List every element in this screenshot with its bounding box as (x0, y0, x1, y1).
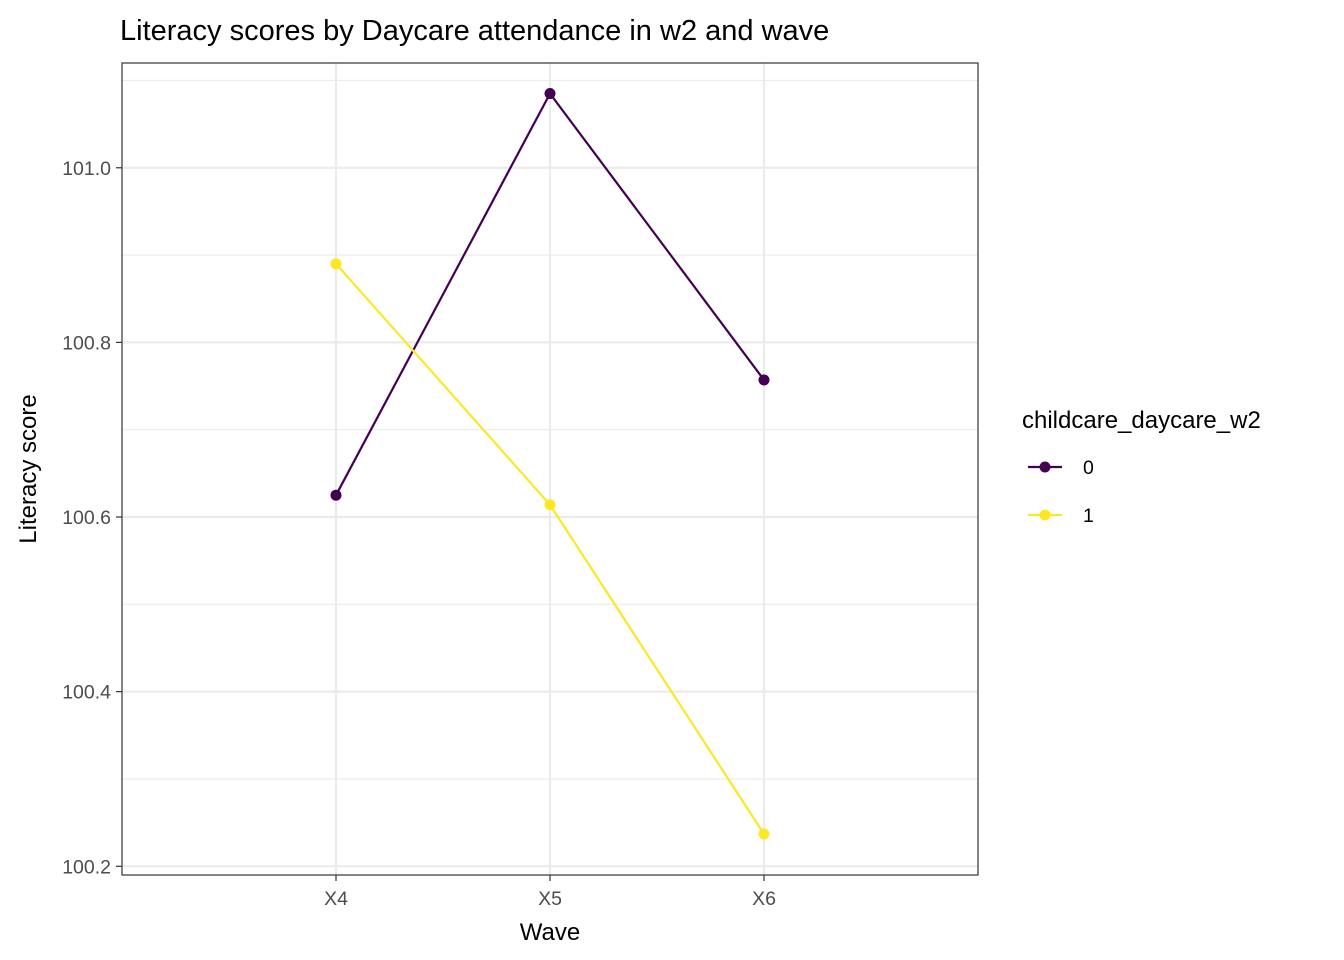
grid-major (122, 63, 978, 875)
series-layer (330, 88, 770, 840)
y-tick-label: 100.2 (62, 856, 111, 878)
legend-items: 01 (1028, 457, 1094, 527)
x-axis: X4 X5 X6 (324, 875, 776, 910)
chart-title: Literacy scores by Daycare attendance in… (120, 15, 829, 47)
y-axis-label: Literacy score (15, 394, 42, 543)
data-point (544, 499, 556, 511)
y-axis: 100.2 100.4 100.6 100.8 101.0 (62, 158, 122, 878)
y-tick-label: 100.6 (62, 507, 111, 529)
legend-item: 0 (1028, 457, 1094, 479)
x-axis-label: Wave (520, 919, 580, 946)
legend-title: childcare_daycare_w2 (1022, 407, 1261, 434)
legend-label: 1 (1083, 505, 1094, 527)
data-point (758, 374, 770, 386)
y-tick-label: 100.4 (62, 682, 111, 704)
data-point (330, 258, 342, 270)
x-tick-label: X6 (752, 888, 776, 910)
x-tick-label: X4 (324, 888, 348, 910)
legend-key-point (1039, 509, 1051, 521)
series-0 (330, 88, 770, 501)
data-point (544, 88, 556, 100)
legend-item: 1 (1028, 505, 1094, 527)
data-point (330, 489, 342, 501)
legend-label: 0 (1083, 457, 1094, 479)
legend: childcare_daycare_w2 01 (1022, 407, 1261, 527)
data-point (758, 828, 770, 840)
x-tick-label: X5 (538, 888, 562, 910)
series-1 (330, 258, 770, 840)
y-tick-label: 100.8 (62, 332, 111, 354)
y-tick-label: 101.0 (62, 158, 111, 180)
legend-key-point (1039, 461, 1051, 473)
